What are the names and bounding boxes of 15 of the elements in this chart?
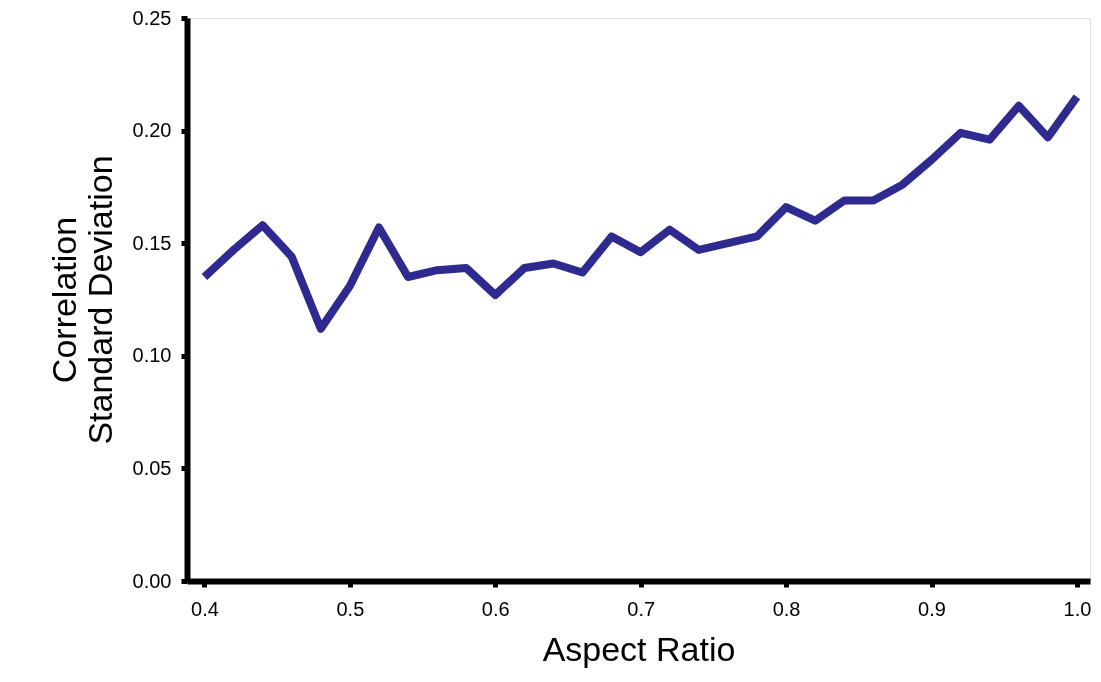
x-tick-label: 1.0 [1063, 597, 1092, 620]
y-tick-label: 0.25 [132, 6, 172, 29]
x-tick-label: 0.9 [918, 597, 946, 620]
y-tick-label: 0.10 [132, 344, 172, 367]
x-axis-title: Aspect Ratio [542, 629, 736, 668]
y-tick-label: 0.15 [132, 231, 172, 254]
y-tick-label: 0.00 [132, 569, 172, 592]
y-axis-title: Correlation Standard Deviation [44, 155, 119, 445]
y-tick-label: 0.20 [132, 119, 172, 142]
y-tick-label: 0.05 [132, 456, 172, 479]
x-tick-label: 0.8 [772, 597, 801, 620]
x-tick-label: 0.6 [481, 597, 510, 620]
x-tick-label: 0.4 [191, 597, 219, 620]
x-tick-label: 0.7 [627, 597, 656, 620]
x-tick-label: 0.5 [336, 597, 365, 620]
